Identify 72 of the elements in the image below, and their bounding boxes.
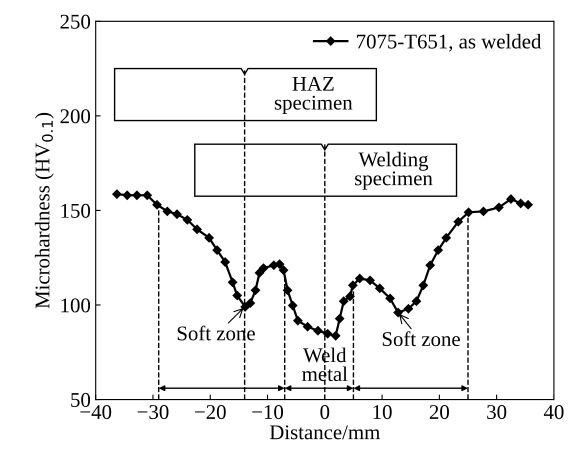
point: [204, 233, 214, 242]
point: [348, 280, 358, 290]
point: [258, 263, 268, 273]
x-tick-label: 40: [544, 405, 564, 420]
annotation: Welding specimen: [355, 152, 433, 190]
point: [254, 268, 264, 278]
point: [454, 217, 463, 226]
y-tick-label: 100: [61, 298, 90, 312]
x-tick-label: 10: [373, 405, 392, 420]
point: [288, 300, 298, 310]
point: [246, 298, 255, 308]
point: [385, 294, 395, 303]
y-tick-label: 50: [71, 392, 90, 407]
point: [278, 266, 288, 275]
point: [412, 296, 422, 306]
point: [232, 290, 242, 300]
x-tick-label: −20: [195, 405, 226, 420]
x-tick-label: −30: [138, 405, 168, 420]
point: [418, 280, 428, 290]
point: [339, 296, 348, 306]
point: [293, 316, 303, 326]
x-tick-label: 30: [487, 405, 506, 420]
y-tick-label: 200: [60, 109, 90, 124]
point: [506, 194, 516, 204]
x-tick-label: −10: [252, 405, 284, 420]
y-tick-label: 250: [60, 14, 90, 29]
point: [192, 224, 202, 234]
annotation: Soft zone: [178, 326, 255, 340]
point: [112, 190, 122, 199]
point: [182, 215, 192, 224]
x-axis-title: Distance/mm: [270, 425, 380, 440]
point: [442, 233, 451, 242]
point: [331, 331, 340, 340]
point: [524, 200, 533, 210]
annotation: Soft zone: [382, 331, 460, 346]
point: [345, 292, 355, 302]
point: [142, 190, 152, 200]
point: [335, 314, 344, 324]
point: [132, 190, 142, 200]
point: [516, 198, 526, 208]
point: [426, 260, 435, 270]
y-axis-title: Microhardness (HV$_{0.1}$): [34, 112, 54, 308]
point: [274, 260, 284, 269]
point: [172, 210, 182, 219]
point: [313, 326, 323, 336]
x-tick-label: 0: [320, 405, 330, 420]
point: [282, 286, 292, 295]
point: [220, 257, 230, 267]
legend-label: 7075-T651, as welded: [357, 34, 542, 52]
point: [434, 246, 443, 255]
point: [228, 278, 238, 287]
point: [152, 200, 162, 210]
x-tick-label: 20: [430, 405, 449, 420]
point: [250, 286, 260, 295]
point: [355, 274, 364, 284]
point: [302, 322, 312, 332]
y-tick-label: 150: [61, 204, 90, 218]
annotation: HAZ specimen: [274, 76, 352, 114]
annotation: Weld metal: [302, 348, 348, 382]
point: [375, 284, 384, 293]
x-tick-label: −40: [80, 405, 112, 420]
point: [494, 202, 504, 212]
point: [365, 276, 375, 286]
point: [478, 206, 488, 216]
point: [162, 206, 172, 216]
point: [393, 308, 403, 318]
point: [122, 190, 132, 200]
point: [464, 208, 474, 217]
point: [212, 246, 222, 255]
point: [404, 304, 414, 314]
point: [240, 302, 250, 312]
point: [323, 329, 332, 338]
